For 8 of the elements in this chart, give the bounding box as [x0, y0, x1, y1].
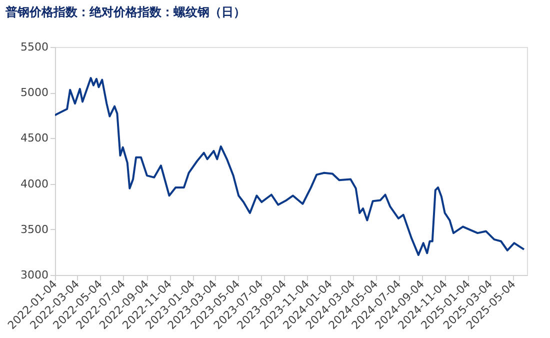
y-tick-label: 5500 — [20, 40, 48, 54]
chart-title: 普钢价格指数：绝对价格指数：螺纹钢（日） — [4, 5, 246, 19]
y-tick-label: 3500 — [20, 222, 48, 236]
y-tick-label: 5000 — [20, 86, 48, 100]
y-tick-label: 3000 — [20, 268, 48, 282]
y-tick-label: 4000 — [20, 177, 48, 190]
y-tick-label: 4500 — [20, 132, 48, 145]
line-series — [55, 77, 525, 256]
